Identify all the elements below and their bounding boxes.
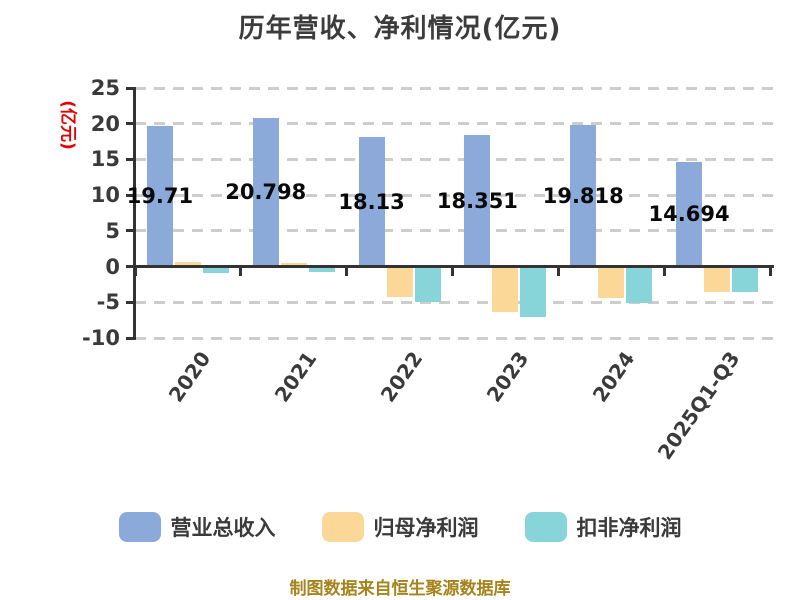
gridline-25 bbox=[135, 86, 774, 90]
gridline-5 bbox=[135, 229, 774, 233]
bar-revenue-2025Q1-Q3 bbox=[676, 161, 703, 267]
gridline-15 bbox=[135, 157, 774, 161]
legend-label-revenue: 营业总收入 bbox=[170, 516, 276, 540]
x-axis-tick-6 bbox=[768, 266, 772, 276]
bar-net-profit-2024 bbox=[598, 266, 625, 298]
bar-revenue-2021 bbox=[252, 118, 279, 267]
bar-value-label-2024: 19.818 bbox=[542, 183, 624, 208]
bar-revenue-2024 bbox=[570, 125, 597, 267]
bar-value-label-2022: 18.13 bbox=[338, 189, 405, 214]
x-axis-tick-2 bbox=[345, 266, 349, 276]
y-axis-tick-label-20: 20 bbox=[90, 111, 120, 136]
y-axis-tick-label-5: 5 bbox=[105, 218, 120, 243]
gridline-20 bbox=[135, 122, 774, 126]
legend-item-deducted-net-profit: 扣非净利润 bbox=[524, 512, 682, 542]
gridline-10 bbox=[135, 193, 774, 197]
x-axis-tick-5 bbox=[662, 266, 666, 276]
y-axis-tick-label-15: 15 bbox=[90, 147, 120, 172]
bar-net-profit-2023 bbox=[492, 266, 519, 313]
x-axis-tick-3 bbox=[451, 266, 454, 276]
y-axis-tick-label--10: -10 bbox=[82, 326, 120, 350]
bar-value-label-2020: 19.71 bbox=[126, 184, 194, 209]
bar-revenue-2022 bbox=[358, 137, 385, 267]
legend-item-revenue: 营业总收入 bbox=[118, 512, 276, 542]
bar-net-profit-2025Q1-Q3 bbox=[704, 266, 731, 292]
bar-net-profit-2022 bbox=[386, 266, 413, 298]
y-axis-line bbox=[133, 86, 136, 340]
y-axis-tick-25 bbox=[126, 86, 135, 90]
y-axis-tick-15 bbox=[126, 157, 135, 161]
bar-deducted-net-profit-2020 bbox=[202, 266, 229, 274]
bar-deducted-net-profit-2024 bbox=[626, 266, 653, 303]
x-axis-tick-4 bbox=[556, 266, 560, 276]
y-axis-tick-label-0: 0 bbox=[105, 254, 120, 279]
y-axis-tick-5 bbox=[126, 229, 135, 233]
bar-deducted-net-profit-2023 bbox=[520, 266, 547, 318]
bar-revenue-2020 bbox=[146, 125, 173, 267]
bar-net-profit-2021 bbox=[280, 263, 307, 267]
x-category-label-2025Q1-Q3: 2025Q1-Q3 bbox=[652, 347, 745, 464]
y-axis-tick--5 bbox=[126, 300, 135, 304]
bar-deducted-net-profit-2022 bbox=[414, 266, 441, 303]
x-category-label-2022: 2022 bbox=[375, 347, 428, 407]
x-axis-tick-1 bbox=[239, 266, 243, 276]
legend-swatch-revenue bbox=[118, 512, 161, 542]
gridline--5 bbox=[135, 300, 774, 304]
bar-revenue-2023 bbox=[464, 135, 491, 267]
y-axis-tick-10 bbox=[126, 193, 135, 197]
y-axis-tick-label-25: 25 bbox=[90, 76, 120, 100]
y-axis-tick-label-10: 10 bbox=[90, 183, 120, 208]
legend-label-deducted-net-profit: 扣非净利润 bbox=[576, 516, 682, 540]
bar-value-label-2025Q1-Q3: 14.694 bbox=[648, 202, 730, 227]
bar-deducted-net-profit-2025Q1-Q3 bbox=[732, 266, 759, 293]
y-axis-tick-20 bbox=[126, 122, 135, 126]
legend-item-net-profit: 归母净利润 bbox=[321, 512, 479, 542]
x-category-label-2024: 2024 bbox=[587, 347, 639, 407]
x-category-label-2023: 2023 bbox=[481, 347, 534, 407]
bar-value-label-2021: 20.798 bbox=[225, 180, 307, 205]
legend-swatch-net-profit bbox=[321, 512, 364, 542]
y-axis-tick--10 bbox=[126, 336, 135, 340]
gridline--10 bbox=[135, 336, 774, 340]
x-axis-line bbox=[133, 265, 774, 269]
y-axis-tick-0 bbox=[126, 265, 135, 269]
bar-value-label-2023: 18.351 bbox=[436, 189, 518, 214]
legend-label-net-profit: 归母净利润 bbox=[373, 516, 479, 540]
x-category-label-2021: 2021 bbox=[269, 347, 322, 407]
chart-title: 历年营收、净利情况(亿元) bbox=[238, 14, 562, 44]
legend-swatch-deducted-net-profit bbox=[524, 512, 567, 542]
y-axis-tick-label--5: -5 bbox=[96, 290, 120, 315]
bar-net-profit-2020 bbox=[174, 261, 201, 267]
data-source-note: 制图数据来自恒生聚源数据库 bbox=[289, 579, 511, 599]
bar-deducted-net-profit-2021 bbox=[308, 266, 335, 273]
legend: 营业总收入 归母净利润 扣非净利润 bbox=[0, 512, 800, 542]
x-category-label-2020: 2020 bbox=[163, 347, 216, 407]
